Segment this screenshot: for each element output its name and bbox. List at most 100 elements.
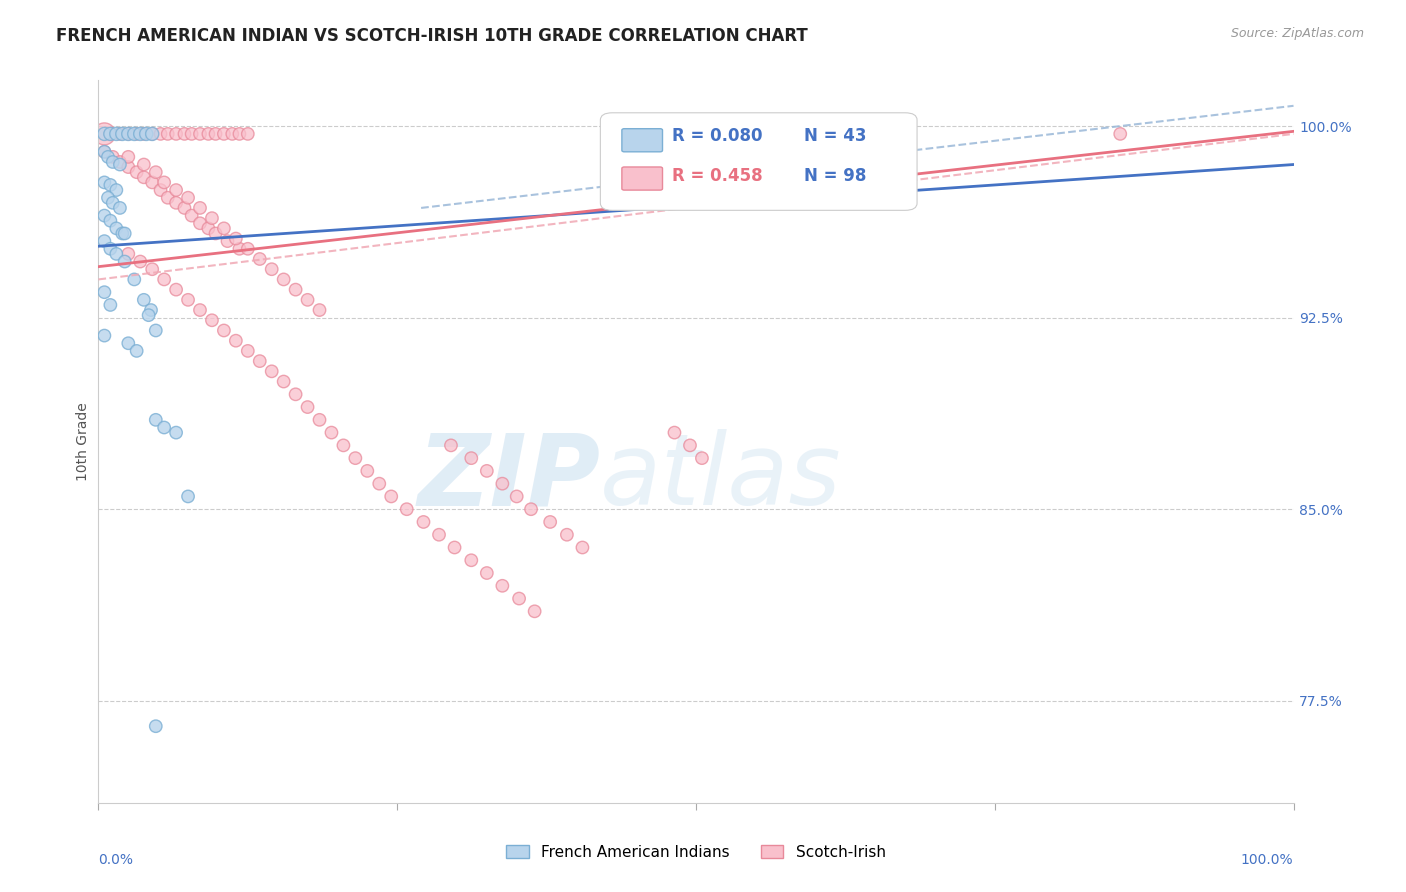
Point [93,127,115,141]
Point [149,183,172,197]
Point [284,387,307,401]
Point [197,127,219,141]
Point [101,155,124,169]
Point [491,579,513,593]
Point [212,221,235,235]
Point [177,191,200,205]
Point [308,303,330,318]
Text: 0.0%: 0.0% [98,854,134,867]
Point [332,438,354,452]
Point [297,293,319,307]
Point [356,464,378,478]
Point [135,127,157,141]
Point [97,191,120,205]
Point [679,438,702,452]
Point [117,336,139,351]
Point [523,604,546,618]
Point [153,175,176,189]
Point [108,127,131,141]
Point [520,502,543,516]
Point [165,127,187,141]
Point [212,127,235,141]
Point [98,242,122,256]
Point [197,221,219,235]
Point [491,476,513,491]
Point [117,160,139,174]
Point [145,165,167,179]
Point [308,413,330,427]
Point [228,127,250,141]
Point [108,201,131,215]
FancyBboxPatch shape [600,112,917,211]
Point [93,328,115,343]
Point [141,127,163,141]
Point [117,247,139,261]
Point [217,234,239,248]
Point [228,242,250,256]
Point [93,234,115,248]
Point [555,527,578,541]
Point [177,490,200,504]
FancyBboxPatch shape [621,167,662,190]
Legend: French American Indians, Scotch-Irish: French American Indians, Scotch-Irish [499,837,893,867]
Point [204,127,226,141]
Point [165,283,187,297]
Point [93,145,115,159]
Point [284,283,307,297]
Point [188,303,211,318]
Point [1109,127,1132,141]
Point [93,145,115,159]
Point [273,272,295,286]
Point [475,464,498,478]
Point [344,451,367,466]
Point [117,127,139,141]
Point [201,313,224,327]
Point [440,438,463,452]
Point [236,127,259,141]
Point [571,541,593,555]
Text: N = 43: N = 43 [804,127,866,145]
Point [125,165,148,179]
Point [93,127,115,141]
Point [101,150,124,164]
Point [180,209,202,223]
Point [221,127,243,141]
Text: R = 0.458: R = 0.458 [672,168,762,186]
Point [93,285,115,300]
Text: ZIP: ZIP [418,429,600,526]
Point [412,515,434,529]
Point [138,308,160,322]
Point [297,400,319,414]
Text: atlas: atlas [600,429,842,526]
Text: FRENCH AMERICAN INDIAN VS SCOTCH-IRISH 10TH GRADE CORRELATION CHART: FRENCH AMERICAN INDIAN VS SCOTCH-IRISH 1… [56,27,808,45]
Point [129,127,152,141]
Point [145,719,167,733]
Point [156,191,179,205]
Point [173,201,195,215]
Point [225,334,247,348]
Point [101,195,124,210]
Point [690,451,713,466]
Point [105,221,128,235]
Point [98,127,122,141]
Point [114,254,136,268]
Point [508,591,530,606]
Point [93,209,115,223]
Point [149,127,172,141]
Point [145,413,167,427]
Point [273,375,295,389]
Point [125,343,148,358]
Point [98,178,122,192]
Point [111,127,134,141]
Point [145,323,167,337]
Point [108,155,131,169]
Point [129,254,152,268]
Point [141,175,163,189]
Point [368,476,391,491]
Point [153,272,176,286]
Point [260,364,283,378]
Point [124,272,146,286]
Point [117,150,139,164]
Point [132,157,155,171]
Point [165,195,187,210]
